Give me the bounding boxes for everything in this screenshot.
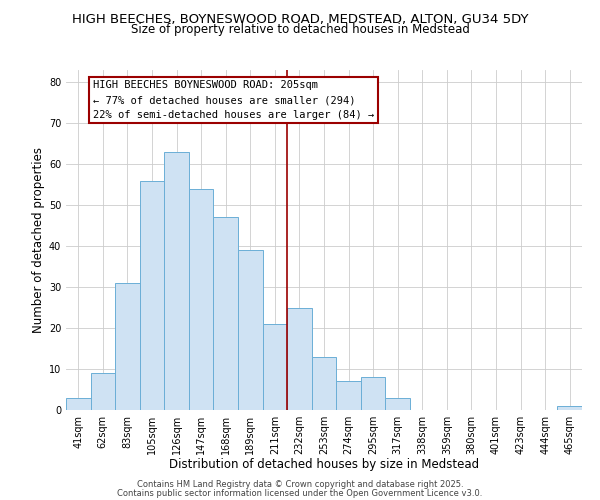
Bar bbox=[115, 283, 140, 410]
Bar bbox=[312, 356, 336, 410]
Text: Contains HM Land Registry data © Crown copyright and database right 2025.: Contains HM Land Registry data © Crown c… bbox=[137, 480, 463, 489]
X-axis label: Distribution of detached houses by size in Medstead: Distribution of detached houses by size … bbox=[169, 458, 479, 471]
Bar bbox=[287, 308, 312, 410]
Bar bbox=[385, 398, 410, 410]
Bar bbox=[164, 152, 189, 410]
Bar bbox=[557, 406, 582, 410]
Text: HIGH BEECHES BOYNESWOOD ROAD: 205sqm
← 77% of detached houses are smaller (294)
: HIGH BEECHES BOYNESWOOD ROAD: 205sqm ← 7… bbox=[93, 80, 374, 120]
Bar bbox=[263, 324, 287, 410]
Bar bbox=[238, 250, 263, 410]
Bar bbox=[66, 398, 91, 410]
Bar bbox=[91, 373, 115, 410]
Text: HIGH BEECHES, BOYNESWOOD ROAD, MEDSTEAD, ALTON, GU34 5DY: HIGH BEECHES, BOYNESWOOD ROAD, MEDSTEAD,… bbox=[72, 12, 528, 26]
Bar bbox=[336, 382, 361, 410]
Bar bbox=[214, 218, 238, 410]
Bar bbox=[140, 180, 164, 410]
Y-axis label: Number of detached properties: Number of detached properties bbox=[32, 147, 44, 333]
Bar bbox=[361, 377, 385, 410]
Text: Contains public sector information licensed under the Open Government Licence v3: Contains public sector information licen… bbox=[118, 489, 482, 498]
Text: Size of property relative to detached houses in Medstead: Size of property relative to detached ho… bbox=[131, 22, 469, 36]
Bar bbox=[189, 189, 214, 410]
